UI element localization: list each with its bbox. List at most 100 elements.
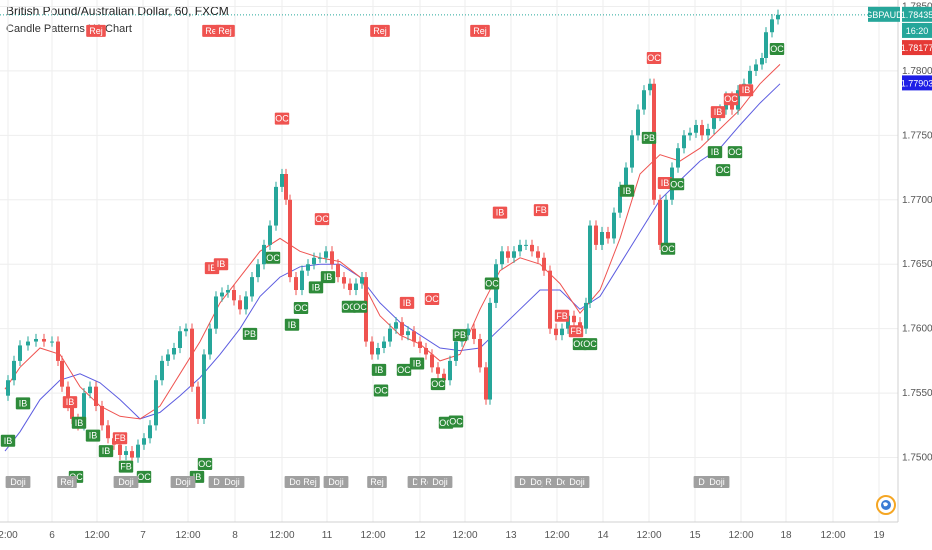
candle-body bbox=[512, 251, 516, 258]
bull-pattern-label: IB bbox=[284, 318, 300, 331]
svg-text:OC: OC bbox=[397, 365, 411, 375]
candle-body bbox=[214, 296, 218, 329]
svg-text:GBPAUD: GBPAUD bbox=[865, 10, 903, 20]
candle-body bbox=[524, 244, 528, 246]
candle-body bbox=[12, 360, 16, 381]
candle-body bbox=[776, 14, 780, 20]
time-axis[interactable]: 2:00 6 12:00 7 12:00 8 12:00 11 12:00 12 12:00 13 12… bbox=[0, 530, 885, 541]
bull-pattern-label: OC bbox=[341, 300, 356, 313]
bull-pattern-label: PB bbox=[641, 131, 657, 144]
svg-text:IB: IB bbox=[4, 436, 13, 446]
x-tick-label: 12:00 bbox=[360, 530, 385, 541]
candle-body bbox=[154, 380, 158, 426]
candle-body bbox=[566, 315, 570, 329]
bull-pattern-label: IB bbox=[619, 184, 635, 197]
candle-body bbox=[572, 315, 576, 323]
x-tick-label: 19 bbox=[873, 530, 885, 541]
svg-text:Doji: Doji bbox=[530, 477, 546, 487]
candle-body bbox=[448, 360, 452, 381]
x-tick-label: 13 bbox=[505, 530, 517, 541]
candle-body bbox=[336, 264, 340, 278]
candles bbox=[6, 9, 780, 463]
svg-text:OC: OC bbox=[315, 214, 329, 224]
bull-pattern-label: IB bbox=[707, 146, 723, 159]
candle-body bbox=[700, 125, 704, 136]
globe-icon[interactable] bbox=[876, 495, 896, 515]
svg-text:Rej: Rej bbox=[303, 477, 317, 487]
candle-body bbox=[184, 328, 188, 332]
candle-body bbox=[518, 244, 522, 252]
svg-text:OC: OC bbox=[137, 472, 151, 482]
candle-body bbox=[478, 338, 482, 368]
svg-text:Doji: Doji bbox=[432, 477, 448, 487]
x-tick-label: 6 bbox=[49, 530, 55, 541]
x-tick-label: 11 bbox=[322, 530, 333, 541]
svg-text:Rej: Rej bbox=[373, 26, 387, 36]
bear-pattern-label: OC bbox=[424, 293, 439, 306]
svg-text:OC: OC bbox=[275, 114, 289, 124]
candle-body bbox=[760, 58, 764, 65]
svg-text:1.78435: 1.78435 bbox=[901, 10, 932, 20]
y-tick-label: 1.76500 bbox=[902, 259, 932, 270]
bear-pattern-label: IB bbox=[213, 258, 229, 271]
bear-pattern-label: FB bbox=[533, 204, 549, 217]
candle-body bbox=[484, 367, 488, 400]
candle-body bbox=[606, 232, 610, 239]
bull-pattern-label: OC bbox=[660, 242, 675, 255]
x-tick-label: 14 bbox=[597, 530, 609, 541]
candle-body bbox=[472, 328, 476, 339]
doji-pattern-label: Doji bbox=[170, 476, 196, 488]
doji-pattern-label: Rej bbox=[367, 476, 387, 488]
candle-body bbox=[130, 451, 134, 458]
svg-text:Rej: Rej bbox=[89, 26, 103, 36]
svg-text:IB: IB bbox=[661, 178, 670, 188]
svg-text:Doji: Doji bbox=[10, 477, 26, 487]
candle-body bbox=[418, 341, 422, 348]
bull-pattern-label: OC bbox=[373, 384, 388, 397]
y-tick-label: 1.78000 bbox=[902, 66, 932, 77]
x-tick-label: 18 bbox=[780, 530, 792, 541]
bull-pattern-label: IB bbox=[0, 434, 16, 447]
bull-pattern-label: PB bbox=[242, 327, 258, 340]
bull-pattern-label: IB bbox=[371, 363, 387, 376]
candle-body bbox=[232, 290, 236, 301]
bull-pattern-label: IB bbox=[71, 416, 87, 429]
candle-body bbox=[88, 386, 92, 394]
bull-pattern-label: IB bbox=[85, 429, 101, 442]
candle-body bbox=[754, 64, 758, 71]
svg-text:IB: IB bbox=[413, 358, 422, 368]
candle-body bbox=[542, 257, 546, 271]
candle-body bbox=[56, 341, 60, 361]
svg-text:IB: IB bbox=[217, 259, 226, 269]
candle-body bbox=[318, 257, 322, 259]
svg-text:IB: IB bbox=[193, 472, 202, 482]
candle-body bbox=[124, 451, 128, 455]
candle-body bbox=[324, 251, 328, 258]
candle-body bbox=[430, 354, 434, 368]
price-axis[interactable]: 1.75000 1.75500 1.76000 1.76500 1.77000 1.775… bbox=[865, 1, 932, 464]
price-tag: 16:20 bbox=[902, 22, 932, 38]
svg-text:Rej: Rej bbox=[420, 477, 434, 487]
doji-pattern-label: Doji bbox=[113, 476, 139, 488]
bear-pattern-label: IB bbox=[738, 84, 754, 97]
svg-text:OC: OC bbox=[294, 303, 308, 313]
svg-text:OC: OC bbox=[431, 379, 445, 389]
bull-pattern-label: IB bbox=[308, 281, 324, 294]
bear-pattern-label: IB bbox=[492, 206, 508, 219]
candle-body bbox=[706, 128, 710, 136]
svg-text:Doji: Doji bbox=[175, 477, 191, 487]
candle-body bbox=[530, 244, 534, 252]
candle-body bbox=[106, 425, 110, 439]
candle-body bbox=[588, 225, 592, 303]
candle-body bbox=[94, 386, 98, 406]
candle-body bbox=[342, 277, 346, 284]
bull-pattern-label: IB bbox=[320, 271, 336, 284]
candle-body bbox=[536, 251, 540, 258]
candle-body bbox=[376, 348, 380, 355]
bull-pattern-label: OC bbox=[727, 146, 742, 159]
candle-body bbox=[554, 328, 558, 336]
y-tick-label: 1.76000 bbox=[902, 324, 932, 335]
bull-pattern-label: IB bbox=[98, 445, 114, 458]
candle-body bbox=[142, 438, 146, 445]
